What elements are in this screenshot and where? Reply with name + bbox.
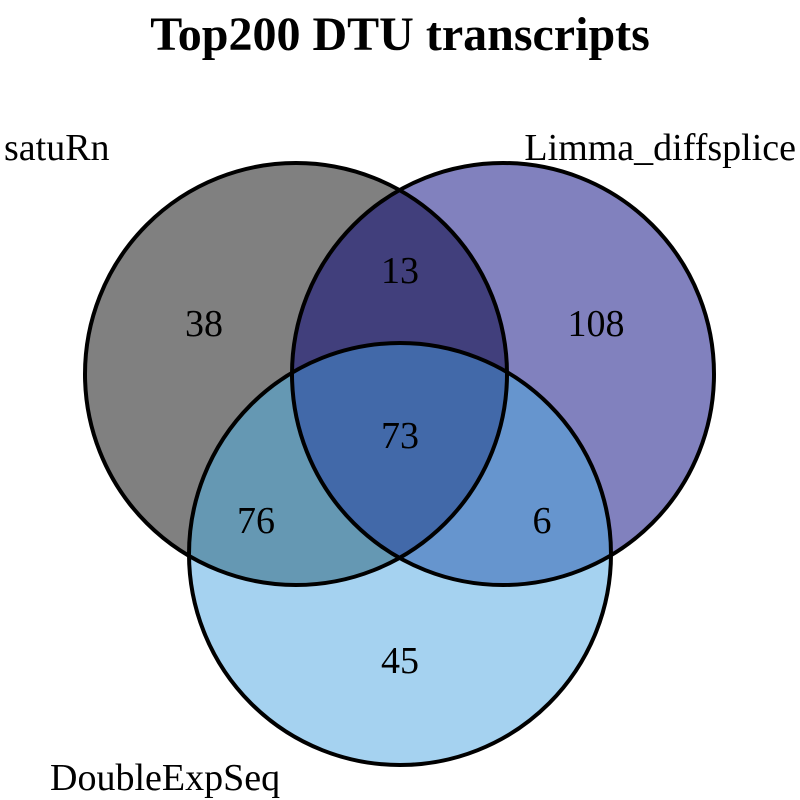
- set-label-saturn: satuRn: [4, 127, 110, 169]
- count-saturn-doubleexpseq: 76: [237, 500, 275, 542]
- count-limma-doubleexpseq: 6: [533, 500, 552, 542]
- diagram-title: Top200 DTU transcripts: [150, 8, 650, 61]
- count-limma-only: 108: [568, 303, 625, 345]
- count-all-three: 73: [381, 415, 419, 457]
- set-label-doubleexpseq: DoubleExpSeq: [50, 757, 280, 799]
- count-saturn-limma: 13: [381, 250, 419, 292]
- doubleexpseq-outline: [187, 341, 613, 767]
- count-doubleexpseq-only: 45: [381, 640, 419, 682]
- count-saturn-only: 38: [185, 303, 223, 345]
- set-label-limma: Limma_diffsplice: [524, 127, 796, 169]
